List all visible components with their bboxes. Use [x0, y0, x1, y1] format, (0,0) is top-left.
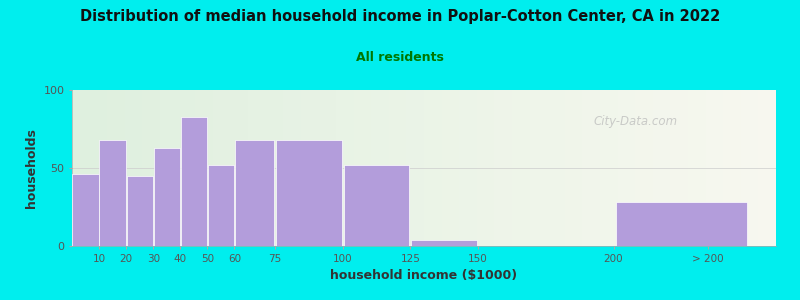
Bar	[442, 90, 459, 246]
Bar	[195, 90, 213, 246]
Bar	[318, 90, 336, 246]
Bar	[230, 90, 248, 246]
Bar	[276, 140, 342, 246]
Bar	[547, 90, 565, 246]
Bar	[208, 165, 234, 246]
Bar	[72, 90, 90, 246]
Bar	[459, 90, 477, 246]
Bar	[344, 165, 410, 246]
Text: City-Data.com: City-Data.com	[593, 115, 678, 128]
Bar	[723, 90, 741, 246]
Bar	[615, 202, 747, 246]
Bar	[494, 90, 512, 246]
Bar	[618, 90, 635, 246]
Bar	[406, 90, 424, 246]
Bar	[424, 90, 442, 246]
Bar	[125, 90, 142, 246]
Bar	[741, 90, 758, 246]
Bar	[512, 90, 530, 246]
Bar	[248, 90, 266, 246]
Bar	[107, 90, 125, 246]
Y-axis label: households: households	[25, 128, 38, 208]
Bar	[178, 90, 195, 246]
X-axis label: household income ($1000): household income ($1000)	[330, 269, 518, 282]
Bar	[160, 90, 178, 246]
Bar	[411, 240, 477, 246]
Bar	[213, 90, 230, 246]
Bar	[354, 90, 371, 246]
Bar	[126, 176, 153, 246]
Bar	[565, 90, 582, 246]
Bar	[266, 90, 283, 246]
Bar	[336, 90, 354, 246]
Bar	[181, 116, 207, 246]
Bar	[371, 90, 389, 246]
Bar	[670, 90, 688, 246]
Text: All residents: All residents	[356, 51, 444, 64]
Bar	[301, 90, 318, 246]
Bar	[653, 90, 670, 246]
Bar	[688, 90, 706, 246]
Bar	[90, 90, 107, 246]
Bar	[600, 90, 618, 246]
Bar	[530, 90, 547, 246]
Bar	[283, 90, 301, 246]
Bar	[582, 90, 600, 246]
Bar	[758, 90, 776, 246]
Bar	[99, 140, 126, 246]
Bar	[477, 90, 494, 246]
Bar	[142, 90, 160, 246]
Bar	[235, 140, 274, 246]
Bar	[73, 174, 98, 246]
Bar	[389, 90, 406, 246]
Bar	[706, 90, 723, 246]
Bar	[635, 90, 653, 246]
Bar	[154, 148, 180, 246]
Text: Distribution of median household income in Poplar-Cotton Center, CA in 2022: Distribution of median household income …	[80, 9, 720, 24]
